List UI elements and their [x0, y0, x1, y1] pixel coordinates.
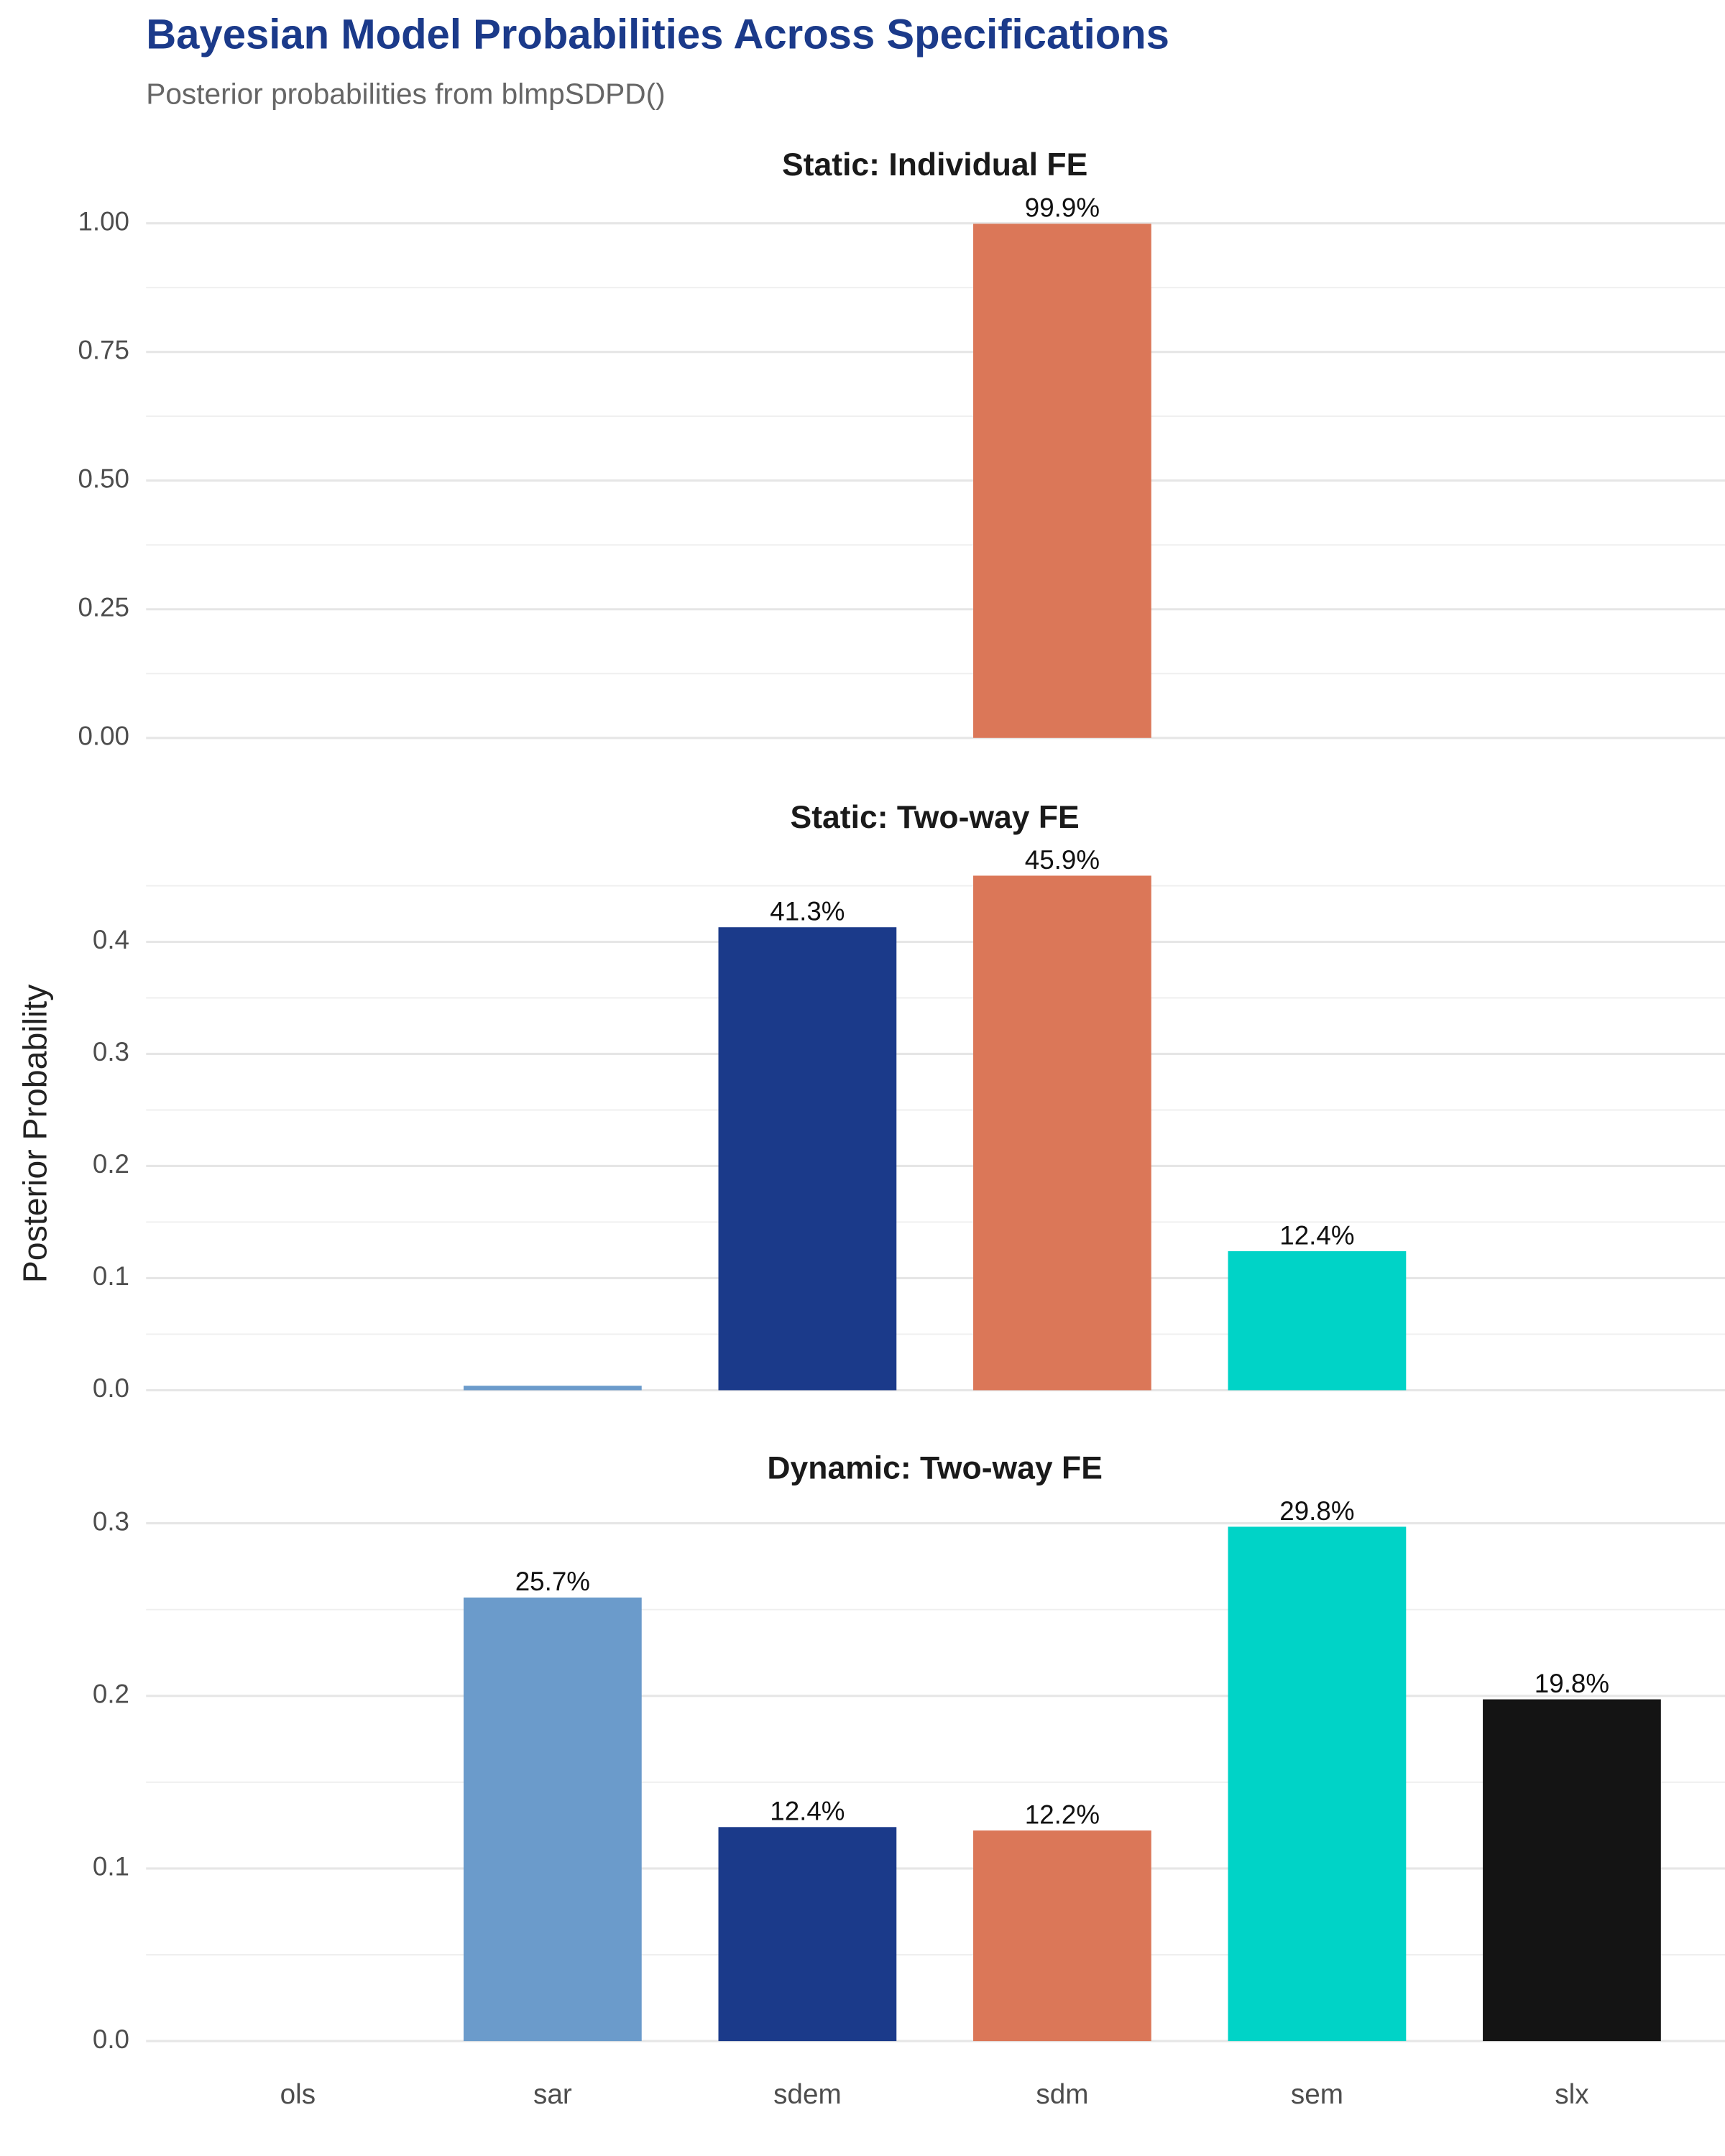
- value-label: 25.7%: [515, 1567, 590, 1596]
- facet-title: Dynamic: Two-way FE: [767, 1451, 1103, 1486]
- y-tick-label: 0.1: [93, 1261, 129, 1291]
- y-tick-label: 0.4: [93, 925, 129, 954]
- bar: [718, 1827, 897, 2042]
- x-tick-label: sar: [533, 2079, 572, 2110]
- y-tick-label: 0.1: [93, 1852, 129, 1881]
- facet-title: Static: Individual FE: [782, 147, 1087, 183]
- bar: [973, 875, 1151, 1391]
- y-tick-label: 0.3: [93, 1506, 129, 1536]
- value-label: 41.3%: [770, 897, 845, 926]
- y-axis-label: Posterior Probability: [17, 984, 54, 1283]
- facet-title: Static: Two-way FE: [791, 800, 1080, 835]
- bar: [1228, 1526, 1407, 2042]
- y-tick-label: 0.50: [78, 464, 129, 493]
- x-tick-label: sdem: [773, 2079, 842, 2110]
- value-label: 12.4%: [770, 1797, 845, 1826]
- y-tick-label: 1.00: [78, 206, 129, 236]
- y-tick-label: 0.2: [93, 1149, 129, 1179]
- y-tick-label: 0.75: [78, 335, 129, 364]
- bar: [464, 1597, 642, 2042]
- value-label: 12.4%: [1279, 1220, 1354, 1250]
- chart-title: Bayesian Model Probabilities Across Spec…: [146, 11, 1169, 58]
- y-tick-label: 0.25: [78, 592, 129, 622]
- y-tick-label: 0.3: [93, 1037, 129, 1067]
- y-tick-label: 0.0: [93, 2024, 129, 2054]
- x-tick-label: sem: [1291, 2079, 1343, 2110]
- bar: [1228, 1251, 1407, 1391]
- value-label: 19.8%: [1535, 1669, 1609, 1698]
- bar: [718, 927, 897, 1391]
- value-label: 12.2%: [1025, 1800, 1100, 1829]
- chart-subtitle: Posterior probabilities from blmpSDPD(): [146, 77, 665, 110]
- value-label: 45.9%: [1025, 845, 1100, 875]
- bar: [973, 1830, 1151, 2042]
- bar: [973, 224, 1151, 738]
- y-tick-label: 0.2: [93, 1679, 129, 1708]
- bar: [1483, 1699, 1661, 2042]
- value-label: 99.9%: [1025, 193, 1100, 223]
- y-tick-label: 0.00: [78, 721, 129, 750]
- bar: [464, 1386, 642, 1391]
- x-tick-label: ols: [280, 2079, 316, 2110]
- y-tick-label: 0.0: [93, 1373, 129, 1403]
- value-label: 29.8%: [1279, 1496, 1354, 1526]
- x-tick-label: slx: [1555, 2079, 1588, 2110]
- x-tick-label: sdm: [1036, 2079, 1088, 2110]
